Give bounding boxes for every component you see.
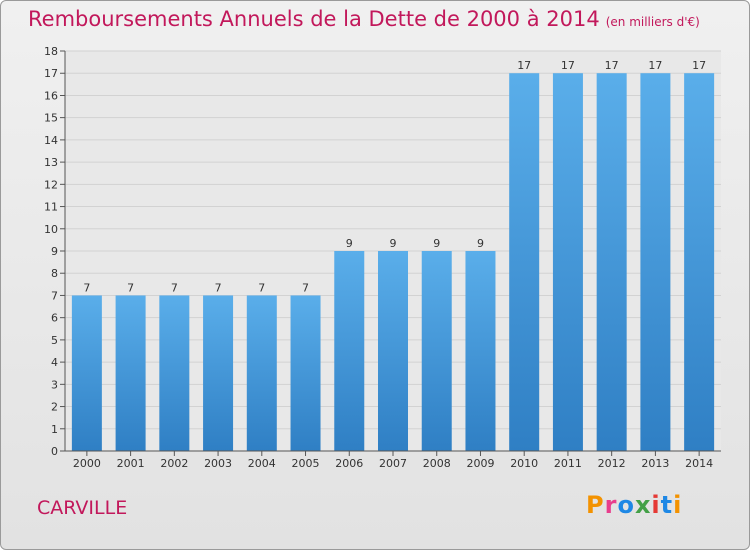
- bar: [509, 73, 540, 451]
- bars: 7 7 7 7 7 7 9 9 9 9 17 17 17 17 17: [71, 59, 715, 451]
- bar: [246, 295, 277, 451]
- data-label: 17: [605, 59, 619, 72]
- y-tick-label: 5: [51, 334, 58, 347]
- x-tick-label: 2011: [554, 457, 582, 470]
- y-tick-label: 7: [51, 289, 58, 302]
- logo-letter: o: [617, 491, 635, 519]
- y-tick-label: 3: [51, 378, 58, 391]
- y-tick-label: 10: [44, 223, 58, 236]
- bar: [421, 251, 452, 451]
- x-tick-label: 2004: [248, 457, 276, 470]
- bar: [552, 73, 583, 451]
- y-tick-label: 16: [44, 89, 58, 102]
- data-label: 9: [346, 237, 353, 250]
- data-label: 7: [215, 281, 222, 294]
- y-tick-label: 2: [51, 401, 58, 414]
- data-label: 17: [692, 59, 706, 72]
- y-tick-label: 13: [44, 156, 58, 169]
- bar: [71, 295, 102, 451]
- y-tick-label: 12: [44, 178, 58, 191]
- y-tick-label: 0: [51, 445, 58, 458]
- y-tick-label: 9: [51, 245, 58, 258]
- bar: [115, 295, 146, 451]
- x-tick-label: 2014: [685, 457, 713, 470]
- x-tick-label: 2010: [510, 457, 538, 470]
- data-label: 9: [477, 237, 484, 250]
- bar: [378, 251, 408, 451]
- bar: [684, 73, 715, 451]
- proxiti-logo[interactable]: Proxiti: [586, 491, 682, 519]
- data-label: 7: [302, 281, 309, 294]
- x-tick-label: 2012: [598, 457, 626, 470]
- data-label: 17: [648, 59, 662, 72]
- data-label: 7: [258, 281, 265, 294]
- x-tick-label: 2006: [335, 457, 363, 470]
- x-tick-label: 2013: [641, 457, 669, 470]
- data-label: 7: [127, 281, 134, 294]
- x-tick-label: 2000: [73, 457, 101, 470]
- logo-letter: P: [586, 491, 605, 519]
- logo-letter: i: [651, 491, 661, 519]
- logo-letter: i: [673, 491, 683, 519]
- logo-letter: t: [660, 491, 674, 519]
- y-tick-label: 17: [44, 67, 58, 80]
- unit-note: (en milliers d'€): [605, 15, 700, 29]
- x-tick-label: 2009: [466, 457, 494, 470]
- data-label: 17: [517, 59, 531, 72]
- data-label: 17: [561, 59, 575, 72]
- y-tick-label: 18: [44, 45, 58, 58]
- x-tick-label: 2005: [292, 457, 320, 470]
- bar: [290, 295, 321, 451]
- x-tick-label: 2008: [423, 457, 451, 470]
- x-tick-label: 2001: [117, 457, 145, 470]
- data-label: 7: [171, 281, 178, 294]
- bar: [640, 73, 671, 451]
- logo-letter: r: [604, 491, 618, 519]
- y-tick-label: 11: [44, 201, 58, 214]
- bar: [334, 251, 365, 451]
- y-tick-label: 14: [44, 134, 58, 147]
- data-label: 9: [433, 237, 440, 250]
- chart-title-text: Remboursements Annuels de la Dette de 20…: [28, 7, 600, 31]
- y-tick-label: 15: [44, 112, 58, 125]
- bar: [203, 295, 234, 451]
- bar: [159, 295, 190, 451]
- data-label: 9: [390, 237, 397, 250]
- y-tick-label: 8: [51, 267, 58, 280]
- bar: [465, 251, 496, 451]
- bar: [596, 73, 627, 451]
- data-label: 7: [83, 281, 90, 294]
- chart-title: Remboursements Annuels de la Dette de 20…: [28, 7, 700, 31]
- y-tick-label: 6: [51, 312, 58, 325]
- y-tick-label: 4: [51, 356, 58, 369]
- y-tick-label: 1: [51, 423, 58, 436]
- x-tick-label: 2002: [160, 457, 188, 470]
- logo-letter: x: [634, 491, 652, 519]
- x-tick-label: 2003: [204, 457, 232, 470]
- x-tick-label: 2007: [379, 457, 407, 470]
- x-axis: 2000 2001 2002 2003 2004 2005 2006 2007 2008 2009…: [65, 450, 721, 470]
- city-name: CARVILLE: [37, 497, 128, 519]
